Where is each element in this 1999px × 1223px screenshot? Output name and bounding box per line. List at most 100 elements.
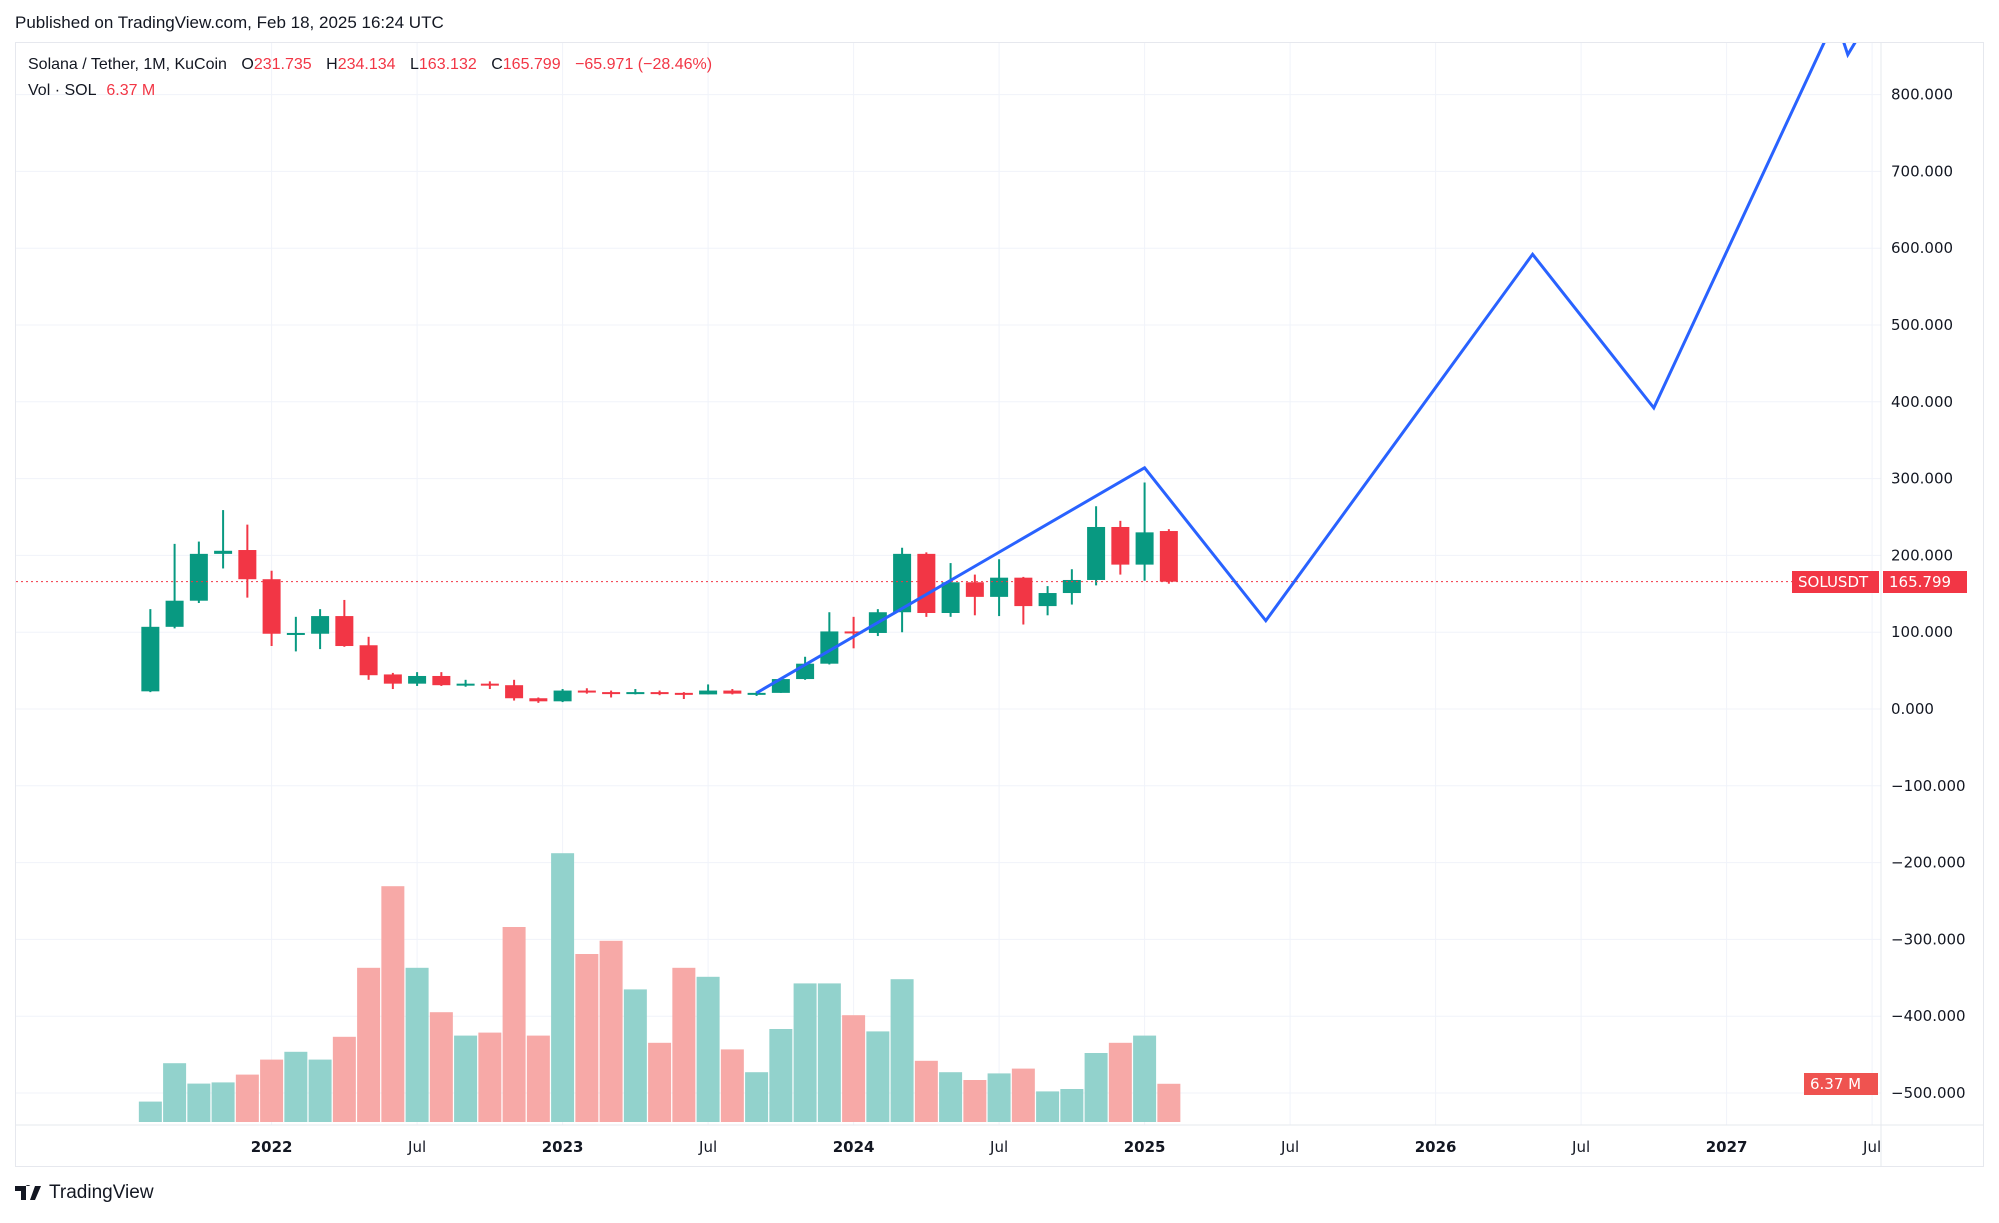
- volume-bar: [696, 976, 720, 1122]
- change-value: −65.971 (−28.46%): [575, 56, 713, 73]
- volume-bar: [1108, 1042, 1132, 1122]
- tradingview-logo[interactable]: TradingView: [15, 1182, 154, 1204]
- symbol-price-tag: SOLUSDT: [1792, 571, 1879, 593]
- candle-body: [699, 690, 718, 695]
- volume-bar: [454, 1035, 478, 1122]
- volume-bar: [720, 1049, 744, 1122]
- volume-bar: [163, 1063, 187, 1122]
- time-tick-label: Jul: [1280, 1138, 1299, 1156]
- candle-body: [141, 626, 160, 692]
- logo-text: TradingView: [49, 1182, 154, 1203]
- volume-bar: [1011, 1068, 1035, 1122]
- volume-bar: [1036, 1091, 1060, 1122]
- candle-body: [383, 674, 402, 684]
- volume-bar: [623, 989, 647, 1122]
- volume-bar: [914, 1060, 938, 1122]
- candle: [1014, 576, 1033, 625]
- symbol-title[interactable]: Solana / Tether, 1M, KuCoin: [28, 56, 227, 73]
- candle-body: [650, 692, 669, 695]
- candle: [505, 679, 524, 701]
- volume-bar: [1084, 1053, 1108, 1122]
- volume-bar: [357, 967, 381, 1122]
- candle: [917, 552, 936, 617]
- volume-bar: [502, 927, 526, 1122]
- candle-body: [165, 600, 184, 627]
- candle-body: [626, 692, 645, 695]
- volume-bar: [211, 1082, 235, 1122]
- candle: [311, 609, 330, 650]
- volume-bar: [526, 1035, 550, 1122]
- candle: [335, 599, 354, 647]
- time-tick-label: Jul: [698, 1138, 717, 1156]
- candle-body: [189, 553, 208, 601]
- volume-bar: [260, 1059, 284, 1122]
- candle-body: [1159, 531, 1178, 582]
- volume-bar: [187, 1083, 211, 1122]
- candle-body: [820, 631, 839, 664]
- candle-body: [262, 579, 281, 634]
- time-tick-label: 2026: [1415, 1138, 1457, 1156]
- candle-body: [359, 645, 378, 676]
- candle: [820, 612, 839, 665]
- volume-tag: 6.37 M: [1804, 1073, 1878, 1095]
- volume-bar: [381, 886, 405, 1122]
- price-tick-label: 700.000: [1891, 162, 1953, 180]
- candle-body: [529, 698, 548, 702]
- price-tick-label: −300.000: [1891, 930, 1966, 948]
- price-tick-label: 800.000: [1891, 86, 1953, 104]
- volume-value: 6.37 M: [106, 82, 156, 99]
- candle: [674, 692, 693, 700]
- volume-bar: [308, 1059, 332, 1122]
- volume-bar: [939, 1072, 963, 1122]
- price-tick-label: 600.000: [1891, 239, 1953, 257]
- candle-body: [286, 632, 305, 635]
- candle: [577, 688, 596, 694]
- candle: [553, 689, 572, 703]
- volume-bar: [817, 983, 841, 1122]
- candle: [699, 684, 718, 695]
- price-tick-label: 200.000: [1891, 546, 1953, 564]
- last-price-tag: 165.799: [1883, 571, 1967, 593]
- close-label: C: [491, 56, 503, 73]
- candle-body: [311, 616, 330, 634]
- low-label: L: [410, 56, 419, 73]
- volume-bar: [575, 954, 599, 1122]
- candle-body: [1062, 579, 1081, 594]
- volume-bar: [284, 1051, 308, 1122]
- time-tick-label: 2022: [251, 1138, 293, 1156]
- candles: [141, 482, 1178, 703]
- price-tick-label: 500.000: [1891, 316, 1953, 334]
- candle-body: [408, 675, 427, 684]
- candle-body: [723, 690, 742, 694]
- time-axis: 2022 Jul 2023 Jul 2024 Jul 2025 Jul 2026 Jul 2027 J…: [251, 1138, 1881, 1156]
- candle: [383, 672, 402, 690]
- tradingview-logo-icon: [15, 1185, 41, 1200]
- price-tick-label: 100.000: [1891, 623, 1953, 641]
- price-tick-label: −100.000: [1891, 777, 1966, 795]
- volume-bar: [599, 940, 623, 1122]
- volume-bar: [551, 853, 575, 1122]
- projection-drawing: [755, 43, 1857, 695]
- price-tick-label: 0.000: [1891, 700, 1934, 718]
- candle: [456, 679, 475, 687]
- volume-bar: [842, 1015, 866, 1122]
- candle: [480, 681, 499, 690]
- volume-bar: [235, 1074, 259, 1122]
- volume-bar: [672, 967, 696, 1122]
- volume-label[interactable]: Vol · SOL: [28, 82, 96, 99]
- candle: [165, 543, 184, 629]
- time-tick-label: 2023: [542, 1138, 584, 1156]
- candle: [1087, 506, 1106, 586]
- price-axis: 800.000 700.000 600.000 500.000 400.000 300.0…: [1891, 86, 1966, 1102]
- candle: [432, 672, 451, 686]
- candle: [1111, 520, 1130, 575]
- candle: [1038, 586, 1057, 616]
- close-value: 165.799: [502, 56, 561, 73]
- candle: [529, 697, 548, 703]
- volume-bars: [138, 853, 1181, 1122]
- high-value: 234.134: [337, 56, 396, 73]
- candle: [723, 689, 742, 695]
- candle: [238, 524, 257, 598]
- time-tick-label: Jul: [989, 1138, 1008, 1156]
